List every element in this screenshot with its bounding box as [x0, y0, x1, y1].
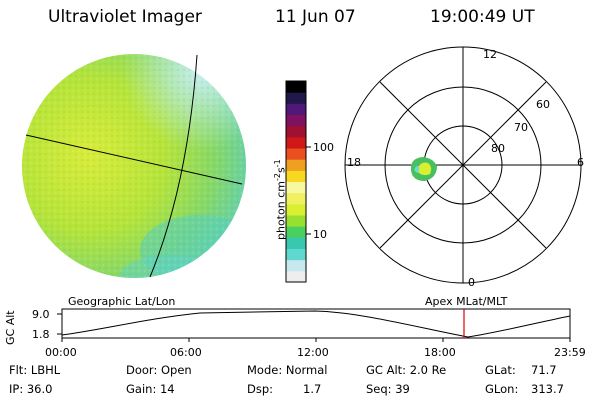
colorbar-band: [286, 248, 306, 261]
glat-label: GLat:: [485, 363, 516, 377]
colorbar-band: [286, 170, 306, 182]
colorbar-band: [286, 259, 306, 272]
colorbar-band: [286, 270, 306, 283]
colorbar: [286, 81, 306, 283]
altitude-curve: [61, 310, 571, 338]
colorbar-band: [286, 226, 306, 238]
colorbar-band: [286, 215, 306, 227]
gc-alt-info: GC Alt: 2.0 Re: [366, 363, 447, 377]
instrument-title: Ultraviolet Imager: [48, 7, 202, 27]
glon-label: GLon:: [485, 382, 519, 396]
unit-mid: s: [274, 167, 288, 174]
mlt-label-6: 6: [577, 156, 584, 169]
polar-grid: [344, 46, 582, 284]
auroral-emission-blob: [410, 157, 437, 181]
colorbar-unit-label: photon cm-2s-1: [273, 159, 288, 240]
mlt-label-12: 12: [483, 48, 497, 61]
colorbar-tick-label-100: 100: [313, 141, 334, 154]
colorbar-band: [286, 181, 306, 194]
door-info: Door: Open: [126, 363, 192, 377]
colorbar-band: [286, 192, 306, 205]
lat-label-80: 80: [491, 142, 505, 155]
unit-base: photon cm: [274, 181, 288, 240]
timeline-xtick-1800: 18:00: [424, 346, 456, 359]
latitude-line: [25, 134, 243, 185]
colorbar-band: [286, 81, 306, 93]
lat-label-70: 70: [514, 121, 528, 134]
timeline-right-title: Apex MLat/MLT: [425, 295, 508, 308]
colorbar-band: [286, 148, 306, 160]
colorbar-band: [286, 114, 306, 127]
filter-info: Flt: LBHL: [9, 363, 61, 377]
glon-value: 313.7: [531, 382, 564, 396]
dsp-value: 1.7: [303, 382, 322, 396]
mlt-label-18: 18: [347, 156, 361, 169]
colorbar-tick-label-10: 10: [313, 228, 327, 241]
lat-label-60: 60: [536, 98, 550, 111]
colorbar-band: [286, 92, 306, 104]
seq-info: Seq: 39: [366, 382, 410, 396]
unit-exp1: -2: [273, 173, 282, 182]
colorbar-band: [286, 237, 306, 249]
colorbar-band: [286, 203, 306, 216]
colorbar-band: [286, 136, 306, 149]
longitude-line: [149, 54, 198, 278]
timeline-ytick-high: 9.0: [32, 308, 50, 321]
timeline-xtick-0600: 06:00: [170, 346, 202, 359]
time-label: 19:00:49 UT: [430, 7, 535, 27]
colorbar-band: [286, 103, 306, 115]
colorbar-band: [286, 125, 306, 138]
ip-info: IP: 36.0: [9, 382, 53, 396]
timeline-xtick-0000: 00:00: [45, 346, 77, 359]
date-label: 11 Jun 07: [275, 7, 356, 27]
unit-exp2: -1: [273, 159, 282, 168]
timeline-ytick-low: 1.8: [32, 328, 50, 341]
timeline-axis-label: GC Alt: [4, 310, 17, 345]
gain-info: Gain: 14: [126, 382, 175, 396]
altitude-timeline: [57, 308, 571, 342]
dsp-label: Dsp:: [247, 382, 274, 396]
timeline-xtick-2359: 23:59: [554, 346, 586, 359]
mlt-label-0: 0: [468, 276, 475, 289]
colorbar-frame: [285, 80, 307, 283]
timeline-left-title: Geographic Lat/Lon: [68, 295, 176, 308]
colorbar-band: [286, 159, 306, 171]
earth-disk-image: [22, 54, 246, 278]
mode-info: Mode: Normal: [247, 363, 328, 377]
timeline-xtick-1200: 12:00: [297, 346, 329, 359]
glat-value: 71.7: [531, 363, 557, 377]
